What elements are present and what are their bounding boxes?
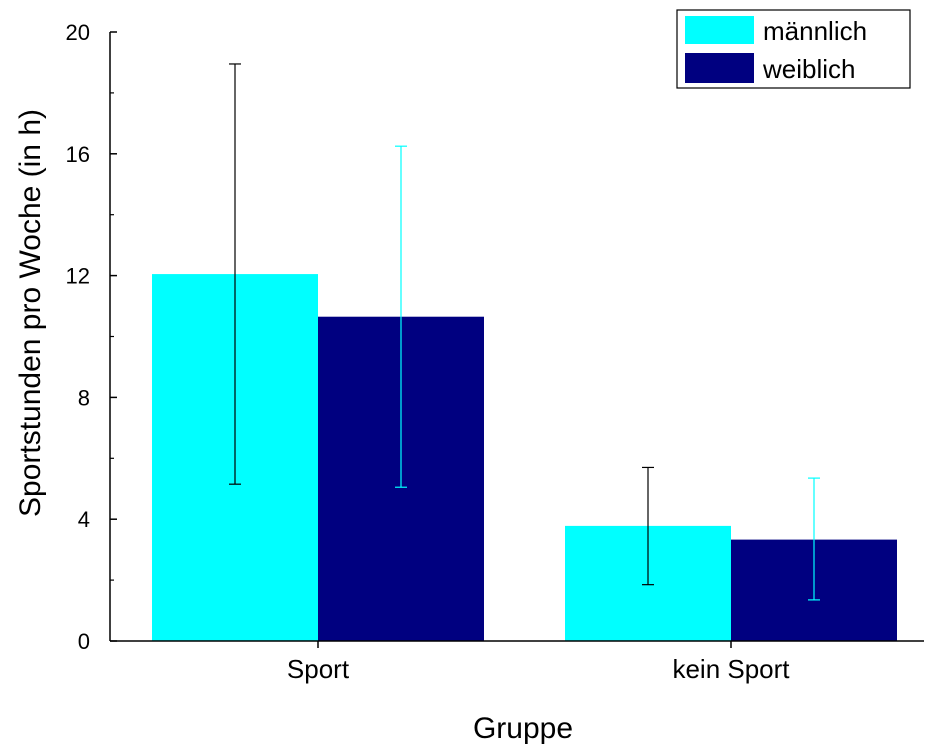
error-bars-layer bbox=[229, 63, 820, 601]
bars-layer bbox=[152, 274, 897, 641]
x-axis-title: Gruppe bbox=[473, 712, 573, 745]
legend-swatch-maennlich bbox=[685, 16, 754, 44]
legend-label-maennlich: männlich bbox=[763, 16, 867, 46]
x-categories-layer: Sport kein Sport bbox=[287, 641, 790, 684]
legend: männlich weiblich bbox=[676, 9, 911, 89]
legend-swatch-weiblich bbox=[685, 53, 754, 83]
y-tick-label: 0 bbox=[78, 629, 90, 654]
y-tick-label: 20 bbox=[66, 20, 90, 45]
y-ticks-layer: 0 4 8 12 16 20 bbox=[66, 20, 117, 654]
x-category-label: kein Sport bbox=[672, 654, 790, 684]
y-tick-label: 16 bbox=[66, 142, 90, 167]
y-tick-label: 8 bbox=[78, 385, 90, 410]
x-category-label: Sport bbox=[287, 654, 350, 684]
y-axis-title: Sportstunden pro Woche (in h) bbox=[14, 109, 47, 517]
legend-label-weiblich: weiblich bbox=[762, 54, 856, 84]
y-tick-label: 12 bbox=[66, 264, 90, 289]
y-tick-label: 4 bbox=[78, 507, 90, 532]
